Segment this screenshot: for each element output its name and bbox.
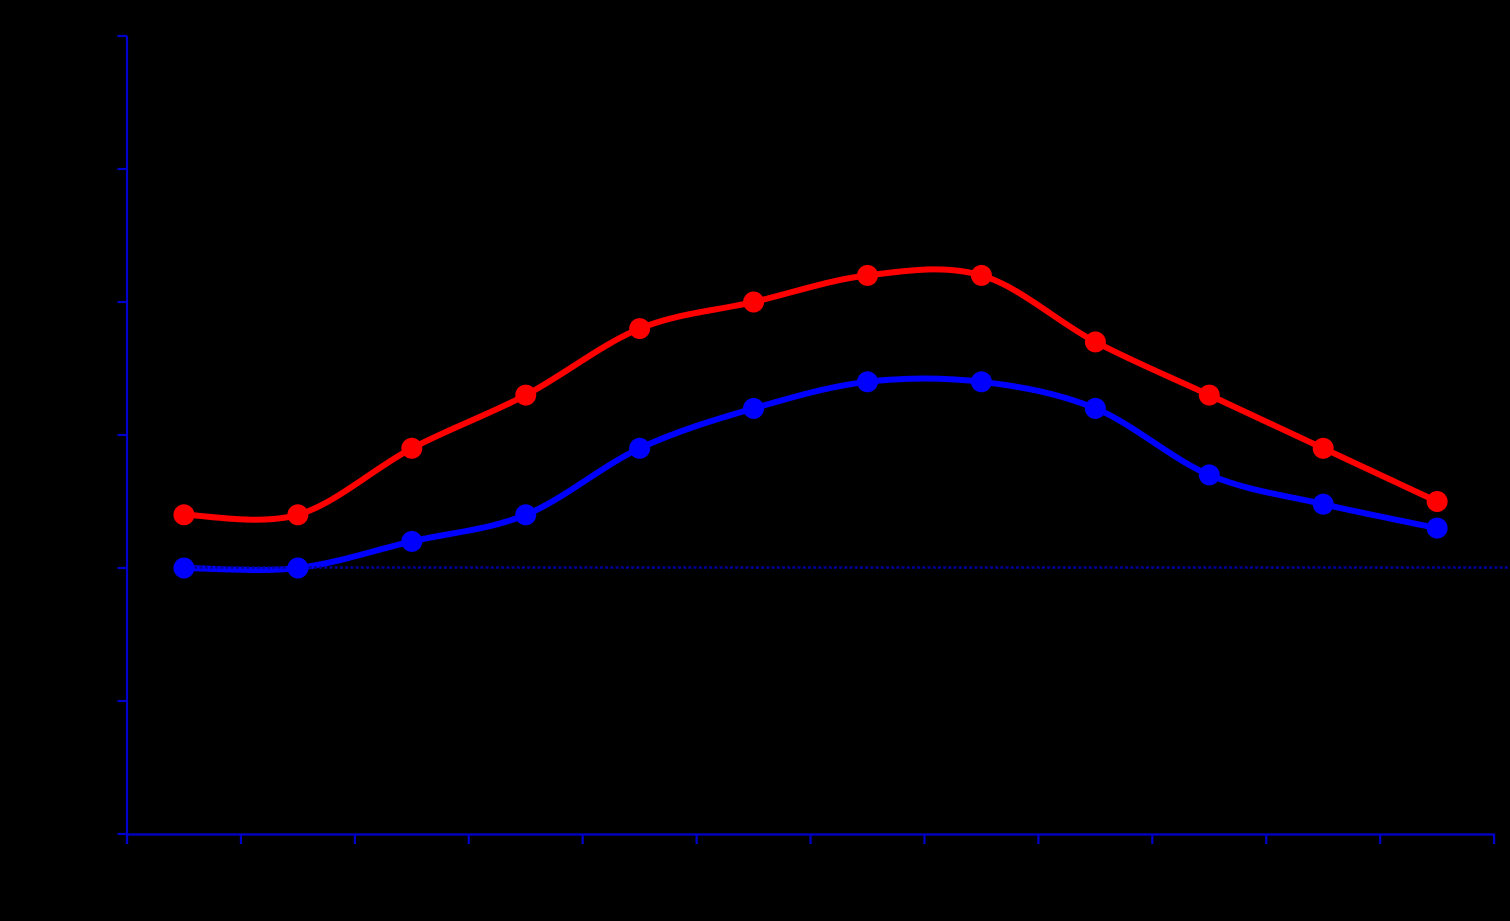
red-series-marker bbox=[515, 384, 537, 406]
blue-series-marker bbox=[629, 437, 651, 459]
blue-series-marker bbox=[515, 504, 537, 526]
red-series-marker bbox=[629, 318, 651, 340]
blue-series-marker bbox=[857, 371, 879, 393]
blue-series-marker bbox=[1312, 493, 1334, 515]
blue-series-marker bbox=[743, 397, 765, 419]
red-series-marker bbox=[287, 504, 309, 526]
red-series-line bbox=[180, 266, 1441, 523]
axes bbox=[117, 34, 1496, 844]
red-series-marker bbox=[1084, 331, 1106, 353]
red-series-marker bbox=[857, 264, 879, 286]
red-series-marker bbox=[1198, 384, 1220, 406]
red-series-marker bbox=[1312, 437, 1334, 459]
blue-series-marker bbox=[287, 557, 309, 579]
series-lines bbox=[180, 266, 1441, 573]
blue-series-marker bbox=[173, 557, 195, 579]
blue-series-marker bbox=[970, 371, 992, 393]
blue-series-marker bbox=[1084, 397, 1106, 419]
blue-series-marker bbox=[1426, 517, 1448, 539]
blue-series-marker bbox=[1198, 464, 1220, 486]
red-series-marker bbox=[1426, 491, 1448, 512]
red-series-marker bbox=[401, 437, 423, 459]
red-series-marker bbox=[173, 504, 195, 526]
blue-series-marker bbox=[401, 530, 423, 552]
red-series-marker bbox=[743, 291, 765, 313]
series-markers bbox=[173, 264, 1448, 579]
red-series-marker bbox=[970, 264, 992, 286]
